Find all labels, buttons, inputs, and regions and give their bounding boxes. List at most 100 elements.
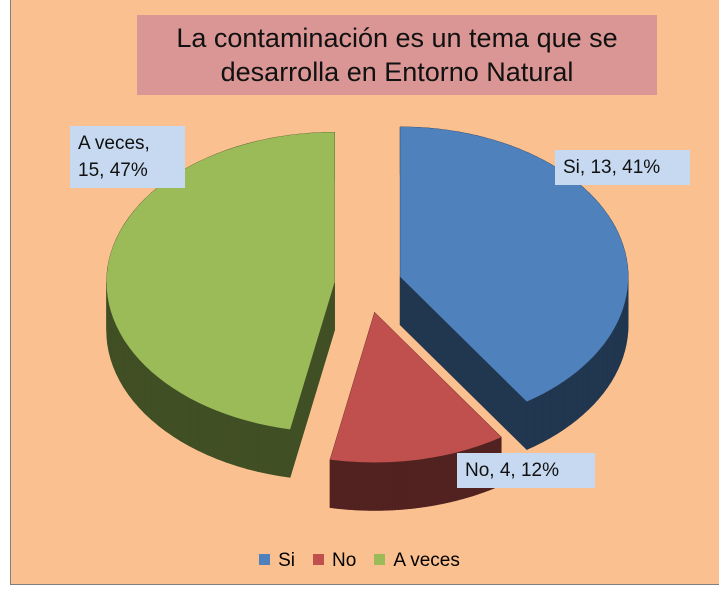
slice-wall [614,321,619,376]
slice-wall [138,358,146,415]
slice-wall [409,459,414,509]
slice-wall [158,376,166,432]
slice-wall [365,462,369,511]
slice-wall [412,459,417,509]
slice-wall [151,370,159,427]
slice-wall [236,417,248,470]
slice-wall [198,402,209,456]
slice-wall [620,308,624,364]
slice-wall [436,455,440,506]
legend-item: No [313,550,356,572]
slice-wall [119,331,125,389]
slice-wall [617,315,621,370]
slice-wall [611,326,616,383]
slice-wall [433,456,437,506]
slice-wall [356,461,360,511]
slice-wall [399,276,528,451]
slice-wall [404,460,408,510]
legend-label: No [332,550,357,571]
slice-wall [377,462,381,511]
slice-wall [353,461,357,511]
slice-wall [371,462,375,511]
slice-wall [374,462,378,511]
slice-wall [395,461,399,511]
slice-wall [173,387,182,442]
slice-wall [430,456,434,507]
slice-wall [441,454,446,505]
slice-wall [278,427,291,478]
slice-wall [181,392,191,447]
slice-wall [556,380,565,435]
data-label: No, 4, 12% [457,453,595,488]
slice-wall [576,365,584,421]
slice-wall [570,371,578,426]
slice-wall [247,420,259,472]
slice-wall [344,460,349,510]
slice-wall [128,345,134,402]
slice-wall [116,325,121,381]
legend-label: Si [278,550,296,571]
slice-wall [368,462,372,511]
slice-wall [418,458,423,508]
slice-wall [593,349,600,405]
chart-title: La contaminación es un tema que se desar… [137,15,657,95]
slice-wall [113,318,117,374]
data-label: Si, 13, 41% [555,150,690,185]
slice-wall [603,338,608,394]
slice-wall [217,410,228,463]
slice-wall [447,453,451,503]
slice-wall [453,452,457,502]
slice-wall [362,461,366,511]
slice-wall [607,332,612,389]
slice-wall [542,389,551,443]
slice-wall [415,459,420,509]
legend-swatch [374,554,386,565]
slice-wall [406,460,411,510]
slice-wall [389,461,393,511]
slice-wall [189,397,200,452]
legend-item: Si [259,550,295,572]
slice-wall [549,385,558,439]
slice-wall [383,461,387,511]
legend: Si No A veces [0,550,719,572]
slice-wall [582,360,589,416]
slice-wall [401,460,405,510]
slice-wall [133,352,140,409]
slice-wall [588,355,595,411]
slice-wall [268,425,280,477]
slice-wall [424,457,429,508]
slice-wall [386,461,390,511]
slice-wall [207,406,218,460]
data-label: A veces, 15, 47% [70,126,185,188]
slice-wall [226,414,238,467]
legend-item: A veces [374,550,460,572]
slice-wall [427,457,431,507]
slice-wall [450,452,454,503]
slice-wall [392,461,396,511]
slice-wall [165,382,174,437]
slice-wall [257,423,269,475]
slice-wall [123,338,129,396]
slice-wall [110,311,114,367]
legend-swatch [259,554,271,565]
slice-wall [563,375,571,430]
slice-wall [421,458,426,508]
slice-wall [350,461,354,511]
slice-wall [380,462,384,511]
slice [106,132,335,430]
slice-wall [534,393,543,447]
slice-wall [347,461,352,510]
legend-label: A veces [393,550,460,571]
slice [400,126,629,402]
slice-wall [359,461,363,511]
slice-wall [598,344,604,400]
slice-wall [398,461,402,510]
slice-wall [444,454,449,504]
legend-swatch [313,554,325,565]
slice-wall [144,364,152,421]
slice-wall [439,455,443,505]
slice [330,312,502,463]
slice-wall [526,397,536,451]
